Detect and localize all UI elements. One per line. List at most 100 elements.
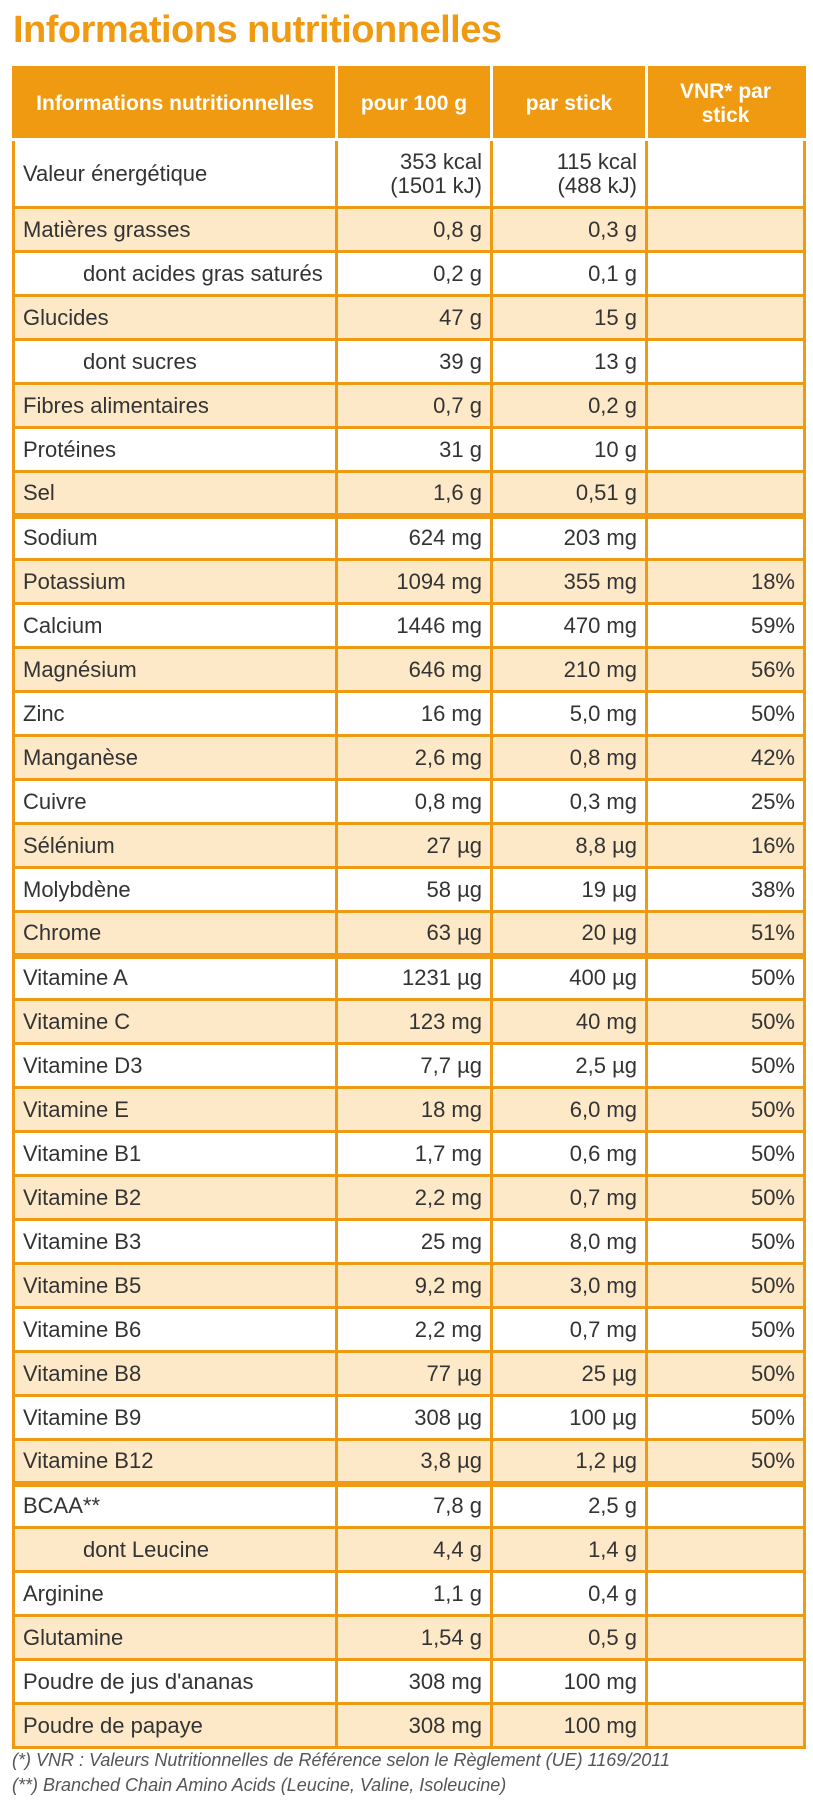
value-vnr: 50% (645, 952, 806, 1001)
nutrient-name: Vitamine B5 (12, 1262, 338, 1309)
value-vnr: 42% (645, 734, 806, 781)
nutrient-name: Vitamine B3 (12, 1218, 338, 1265)
nutrient-name: Calcium (12, 602, 338, 649)
value-per-100g: 7,8 g (335, 1480, 493, 1529)
table-row: Protéines 31 g 10 g (12, 426, 806, 473)
nutrient-name: Vitamine E (12, 1086, 338, 1133)
value-per-100g: 0,7 g (335, 382, 493, 429)
table-row: Valeur énergétique 353 kcal (1501 kJ) 115 k… (12, 138, 806, 209)
nutrient-name: Vitamine C (12, 998, 338, 1045)
value-per-stick: 5,0 mg (490, 690, 648, 737)
value-per-stick: 1,4 g (490, 1526, 648, 1573)
value-per-stick: 1,2 µg (490, 1438, 648, 1485)
value-per-100g: 18 mg (335, 1086, 493, 1133)
nutrient-name: Glutamine (12, 1614, 338, 1661)
table-row: Potassium 1094 mg 355 mg 18% (12, 558, 806, 605)
nutrient-name: Sodium (12, 512, 338, 561)
nutrient-name: Molybdène (12, 866, 338, 913)
value-per-100g: 624 mg (335, 512, 493, 561)
value-per-stick: 100 mg (490, 1702, 648, 1749)
value-per-100g: 31 g (335, 426, 493, 473)
value-per-stick: 0,3 mg (490, 778, 648, 825)
table-header-row: Informations nutritionnelles pour 100 g … (12, 66, 806, 141)
nutrient-name: Zinc (12, 690, 338, 737)
column-header-per-stick: par stick (490, 66, 648, 141)
nutrient-name: Protéines (12, 426, 338, 473)
value-per-stick: 100 mg (490, 1658, 648, 1705)
value-vnr: 56% (645, 646, 806, 693)
value-vnr: 50% (645, 1262, 806, 1309)
value-vnr: 50% (645, 1306, 806, 1353)
table-row: Vitamine B9 308 µg 100 µg 50% (12, 1394, 806, 1441)
table-row: Poudre de papaye 308 mg 100 mg (12, 1702, 806, 1749)
value-per-100g: 0,2 g (335, 250, 493, 297)
nutrient-name: Sel (12, 470, 338, 517)
column-header-nutrient: Informations nutritionnelles (12, 66, 338, 141)
nutrient-name: Vitamine D3 (12, 1042, 338, 1089)
table-row: Fibres alimentaires 0,7 g 0,2 g (12, 382, 806, 429)
value-vnr: 38% (645, 866, 806, 913)
value-vnr (645, 1658, 806, 1705)
value-vnr (645, 512, 806, 561)
value-vnr: 59% (645, 602, 806, 649)
value-vnr (645, 294, 806, 341)
value-per-100g: 1446 mg (335, 602, 493, 649)
nutrient-name: Vitamine A (12, 952, 338, 1001)
value-per-stick: 0,2 g (490, 382, 648, 429)
column-header-per-100g: pour 100 g (335, 66, 493, 141)
value-vnr: 18% (645, 558, 806, 605)
value-per-stick: 0,3 g (490, 206, 648, 253)
value-per-stick: 400 µg (490, 952, 648, 1001)
value-per-stick: 470 mg (490, 602, 648, 649)
value-per-100g: 1,1 g (335, 1570, 493, 1617)
value-vnr: 50% (645, 1086, 806, 1133)
table-row: Vitamine B8 77 µg 25 µg 50% (12, 1350, 806, 1397)
table-row: Vitamine B2 2,2 mg 0,7 mg 50% (12, 1174, 806, 1221)
footnote-vnr: (*) VNR : Valeurs Nutritionnelles de Réf… (12, 1750, 670, 1770)
footnotes: (*) VNR : Valeurs Nutritionnelles de Réf… (12, 1748, 802, 1798)
value-vnr (645, 1614, 806, 1661)
table-row: Sélénium 27 µg 8,8 µg 16% (12, 822, 806, 869)
table-row: Chrome 63 µg 20 µg 51% (12, 910, 806, 957)
nutrient-name: Vitamine B2 (12, 1174, 338, 1221)
nutrient-name: dont acides gras saturés (12, 250, 338, 297)
nutrient-name: Arginine (12, 1570, 338, 1617)
value-vnr (645, 338, 806, 385)
value-per-stick: 25 µg (490, 1350, 648, 1397)
value-per-100g: 1,7 mg (335, 1130, 493, 1177)
table-row: Vitamine B3 25 mg 8,0 mg 50% (12, 1218, 806, 1265)
value-per-100g: 0,8 mg (335, 778, 493, 825)
value-per-stick: 210 mg (490, 646, 648, 693)
nutrient-name: Manganèse (12, 734, 338, 781)
footnote-bcaa: (**) Branched Chain Amino Acids (Leucine… (12, 1775, 507, 1795)
value-per-stick: 8,0 mg (490, 1218, 648, 1265)
table-row: dont acides gras saturés 0,2 g 0,1 g (12, 250, 806, 297)
value-per-100g: 308 µg (335, 1394, 493, 1441)
value-vnr: 16% (645, 822, 806, 869)
value-per-stick: 203 mg (490, 512, 648, 561)
value-per-100g: 9,2 mg (335, 1262, 493, 1309)
table-row: BCAA** 7,8 g 2,5 g (12, 1480, 806, 1529)
nutrient-name: Chrome (12, 910, 338, 957)
value-per-stick: 8,8 µg (490, 822, 648, 869)
nutrient-name: Sélénium (12, 822, 338, 869)
table-row: Glutamine 1,54 g 0,5 g (12, 1614, 806, 1661)
table-row: Zinc 16 mg 5,0 mg 50% (12, 690, 806, 737)
column-header-vnr: VNR* par stick (645, 66, 806, 141)
value-per-100g: 646 mg (335, 646, 493, 693)
value-vnr: 51% (645, 910, 806, 957)
value-per-stick: 0,5 g (490, 1614, 648, 1661)
value-vnr: 50% (645, 1130, 806, 1177)
value-per-100g: 27 µg (335, 822, 493, 869)
value-per-stick: 0,6 mg (490, 1130, 648, 1177)
table-row: Cuivre 0,8 mg 0,3 mg 25% (12, 778, 806, 825)
value-per-100g: 58 µg (335, 866, 493, 913)
value-vnr: 50% (645, 1174, 806, 1221)
table-row: Vitamine B1 1,7 mg 0,6 mg 50% (12, 1130, 806, 1177)
value-vnr (645, 382, 806, 429)
value-vnr (645, 426, 806, 473)
nutrient-name: BCAA** (12, 1480, 338, 1529)
value-per-100g: 123 mg (335, 998, 493, 1045)
table-row: Sodium 624 mg 203 mg (12, 512, 806, 561)
table-row: dont Leucine 4,4 g 1,4 g (12, 1526, 806, 1573)
